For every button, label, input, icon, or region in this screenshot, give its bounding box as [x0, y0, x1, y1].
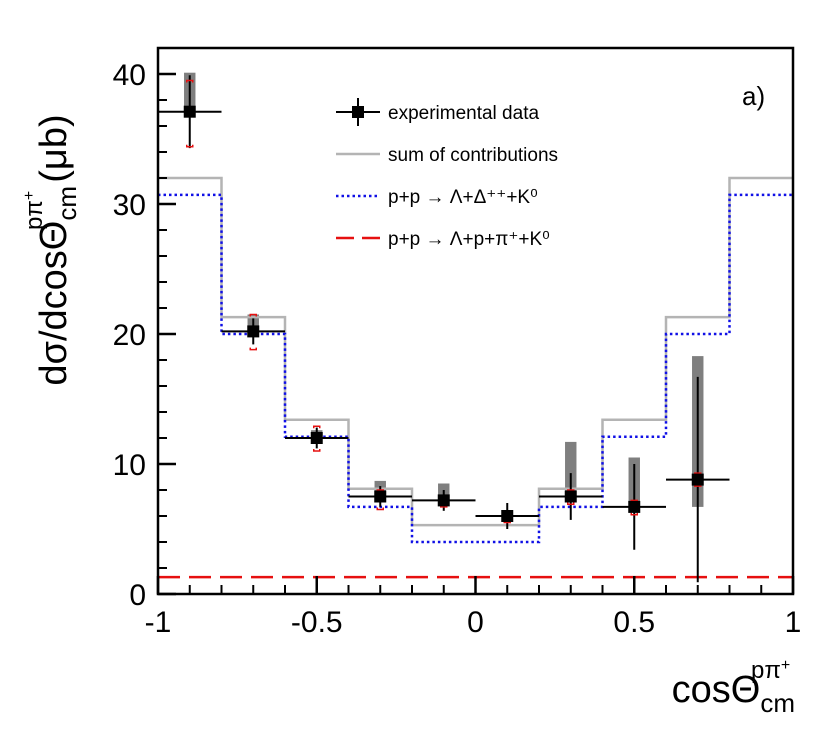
systematic-error-boxes: [184, 72, 704, 520]
legend-label: experimental data: [388, 103, 539, 124]
y-axis-title-sup2: +: [21, 191, 38, 200]
model-error-lower-bracket: [313, 449, 321, 452]
data-point-marker: [437, 494, 450, 507]
model-error-lower-bracket: [630, 512, 638, 516]
sum-of-contributions-line: [158, 176, 793, 527]
y-axis-title: dσ/dcosΘcmpπ+ (μb): [21, 114, 82, 385]
data-point-marker: [310, 432, 323, 444]
model-error-upper-bracket: [186, 79, 194, 83]
x-tick-label: 0: [467, 606, 484, 639]
model-error-lower-bracket: [376, 507, 384, 511]
systematic-error-box: [565, 441, 577, 501]
data-point-marker: [183, 105, 196, 118]
lambda-delta-k0-line: [158, 193, 793, 544]
model-error-lower-bracket: [186, 144, 194, 148]
legend-label: sum of contributions: [388, 145, 558, 166]
data-point-marker: [247, 325, 260, 338]
legend-marker-square: [352, 106, 364, 118]
y-tick-label: 0: [129, 579, 146, 612]
y-tick-label: 40: [113, 59, 146, 92]
legend-label: p+p → Λ+p+π⁺+K⁰: [388, 229, 550, 250]
x-axis-title: cosΘcm pπ+: [672, 657, 795, 718]
y-tick-label: 20: [113, 319, 146, 352]
model-error-lower-bracket: [567, 502, 575, 506]
x-tick-label: 0.5: [613, 606, 655, 639]
x-axis-title-base: cosΘ: [672, 669, 761, 711]
data-point-marker: [501, 510, 514, 522]
model-error-lower-bracket: [249, 347, 257, 351]
model-error-upper-bracket: [313, 425, 321, 429]
x-tick-label: -0.5: [291, 606, 343, 639]
data-point-marker: [374, 490, 387, 503]
y-axis-title-sup: pπ: [21, 200, 48, 230]
y-tick-label: 10: [113, 449, 146, 482]
data-point-marker: [628, 500, 641, 513]
x-axis-title-sup2: +: [781, 657, 790, 674]
data-point-marker: [691, 473, 704, 486]
x-axis-title-sub: cm: [760, 688, 795, 718]
model-error-upper-bracket: [249, 313, 257, 317]
x-tick-label: -1: [145, 606, 172, 639]
x-axis-title-sup: pπ: [751, 657, 781, 684]
legend: experimental data sum of contributions p+p…: [336, 98, 558, 250]
y-axis-title-unit: (μb): [33, 114, 75, 182]
legend-label: p+p → Λ+Δ⁺⁺+K⁰: [388, 187, 538, 208]
experimental-data-points: [158, 75, 730, 583]
panel-label: a): [742, 81, 765, 111]
y-axis-title-sub: cm: [52, 186, 82, 221]
y-axis-title-base: dσ/dcosΘ: [33, 221, 75, 386]
data-point-marker: [564, 490, 577, 503]
y-tick-label: 30: [113, 189, 146, 222]
x-tick-label: 1: [785, 606, 802, 639]
